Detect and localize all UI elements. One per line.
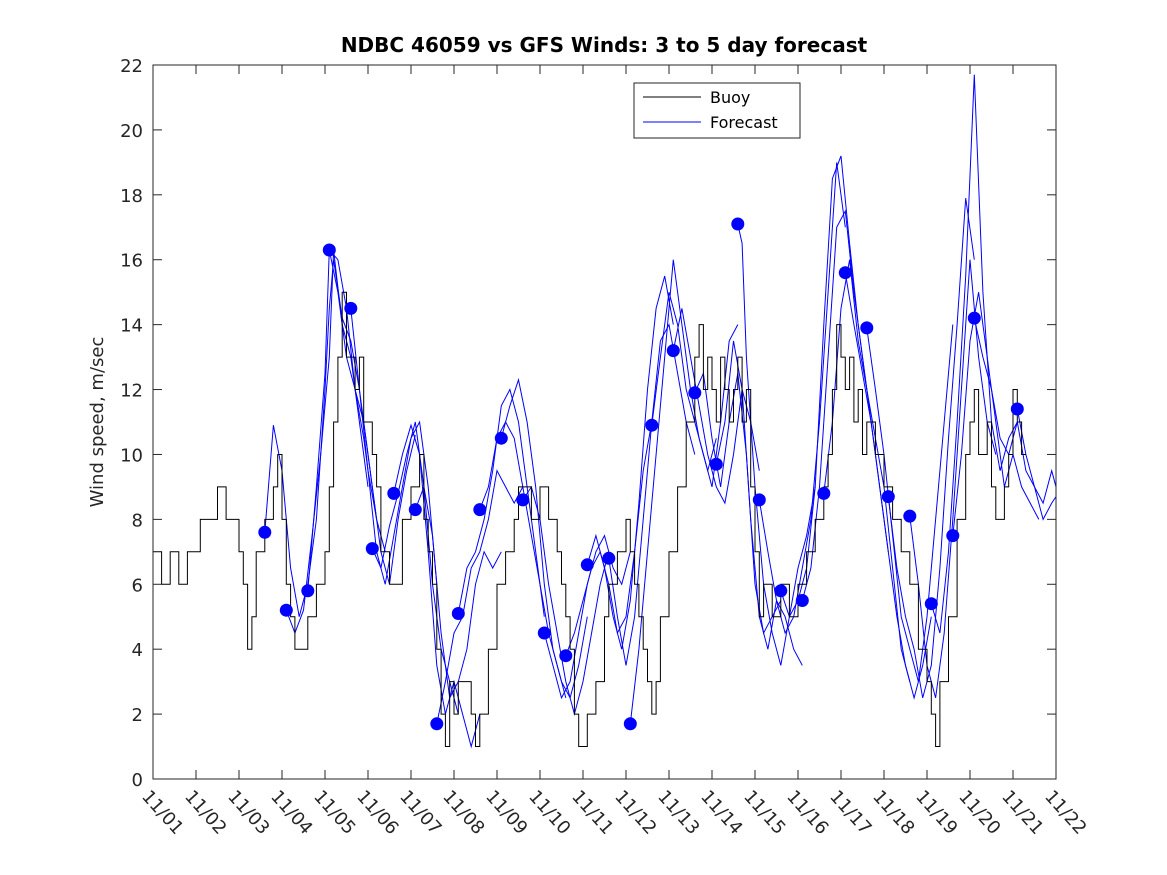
forecast-marker [387, 486, 401, 500]
forecast-marker [494, 431, 508, 445]
chart-title: NDBC 46059 vs GFS Winds: 3 to 5 day fore… [341, 33, 868, 57]
forecast-line [1016, 408, 1057, 521]
forecast-marker [623, 717, 637, 731]
y-tick-label: 18 [120, 186, 143, 207]
forecast-marker [580, 558, 594, 572]
forecast-line [930, 74, 1018, 634]
forecast-marker [881, 490, 895, 504]
forecast-line [350, 308, 438, 585]
forecast-marker [602, 551, 616, 565]
forecast-marker [709, 457, 723, 471]
forecast-marker [365, 542, 379, 556]
forecast-marker [258, 525, 272, 539]
legend-forecast-label: Forecast [710, 113, 778, 132]
forecast-marker [473, 503, 487, 517]
forecast-marker [924, 597, 938, 611]
forecast-marker [731, 217, 745, 231]
forecast-line [758, 162, 846, 635]
buoy-line [153, 291, 1026, 747]
forecast-line [780, 155, 868, 618]
forecast-line [264, 259, 378, 617]
forecast-line [887, 198, 975, 699]
forecast-marker [322, 243, 336, 257]
forecast-line [436, 469, 524, 724]
y-tick-label: 14 [120, 316, 143, 337]
y-tick-label: 2 [132, 705, 143, 726]
forecast-marker [408, 503, 422, 517]
forecast-marker [838, 266, 852, 280]
forecast-marker [903, 509, 917, 523]
forecast-marker [301, 584, 315, 598]
forecast-line [586, 275, 674, 650]
forecast-line [500, 377, 588, 700]
forecast-marker [279, 603, 293, 617]
forecast-marker [967, 311, 981, 325]
forecast-line [737, 223, 816, 666]
forecast-line [952, 292, 1040, 536]
forecast-marker [430, 717, 444, 731]
legend: Buoy Forecast [633, 82, 801, 139]
y-tick-label: 22 [120, 56, 143, 77]
data-layer [153, 74, 1057, 749]
legend-box [633, 82, 801, 139]
y-tick-label: 12 [120, 381, 143, 402]
y-tick-label: 0 [132, 770, 143, 791]
axes-box [152, 64, 1057, 780]
forecast-marker [946, 529, 960, 543]
y-tick-label: 8 [132, 510, 143, 531]
y-tick-label: 6 [132, 575, 143, 596]
y-tick-label: 20 [120, 121, 143, 142]
forecast-marker [1010, 402, 1024, 416]
forecast-marker [516, 493, 530, 507]
forecast-marker [795, 594, 809, 607]
forecast-marker [537, 626, 551, 640]
forecast-marker [451, 607, 465, 620]
forecast-line [844, 272, 932, 700]
y-tick-label: 16 [120, 251, 143, 272]
forecast-marker [559, 649, 573, 663]
forecast-marker [666, 344, 680, 358]
forecast-line [672, 308, 760, 505]
legend-buoy-label: Buoy [710, 88, 750, 107]
y-axis-label: Wind speed, m/sec [87, 337, 108, 508]
y-tick-label: 4 [132, 640, 143, 661]
forecast-marker [752, 493, 766, 507]
forecast-marker [688, 386, 702, 400]
forecast-marker [645, 418, 659, 432]
forecast-line [866, 324, 954, 682]
forecast-marker [774, 584, 788, 598]
forecast-marker [860, 321, 874, 335]
y-tick-label: 10 [120, 445, 143, 466]
forecast-line [371, 421, 459, 715]
forecast-line [823, 259, 911, 682]
forecast-line [457, 388, 545, 617]
forecast-line [393, 423, 481, 749]
forecast-marker [344, 301, 358, 315]
forecast-line [909, 259, 997, 699]
forecast-marker [817, 486, 831, 500]
forecast-line [522, 485, 610, 717]
